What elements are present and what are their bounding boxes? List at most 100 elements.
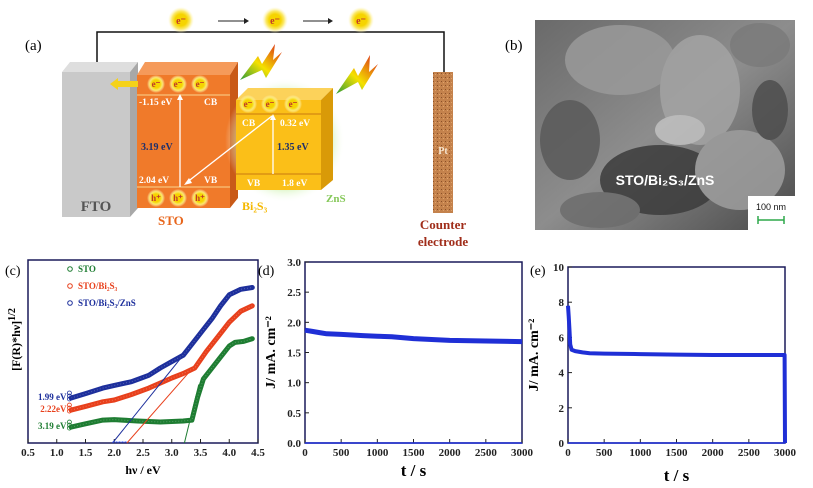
scale-bar — [757, 216, 785, 224]
x-tick-label: 1.0 — [50, 447, 64, 459]
y-tick-label: 8 — [559, 297, 565, 309]
electron-icon — [168, 7, 194, 33]
electron-label: e⁻ — [244, 99, 253, 109]
panel-d-label: (d) — [258, 264, 275, 279]
open-marker — [67, 393, 72, 399]
y-tick-label: 3.0 — [287, 257, 301, 269]
electron-label: e⁻ — [289, 99, 298, 109]
fto-block: FTO — [62, 62, 138, 217]
x-tick-label: 2000 — [702, 447, 725, 459]
open-marker — [67, 405, 72, 411]
electron-label: e⁻ — [196, 79, 205, 89]
legend-label: STO/Bi₂S₃ — [78, 281, 118, 291]
sto-cb-label: CB — [204, 98, 218, 108]
sem-sample-label: STO/Bi₂S₃/ZnS — [616, 172, 715, 188]
sto-bandgap: 3.19 eV — [141, 142, 173, 153]
light-bolt-icon — [336, 55, 378, 94]
x-axis-label: hν / eV — [125, 463, 161, 477]
x-tick-label: 500 — [596, 447, 613, 459]
y-tick-label: 1.5 — [287, 348, 301, 360]
plot-frame — [304, 261, 523, 444]
hole-label: h⁺ — [151, 193, 161, 203]
light-bolt-icon — [240, 44, 282, 80]
electrode-label: electrode — [418, 234, 469, 249]
counter-electrode: Pt Counter electrode — [418, 72, 469, 249]
counter-label: Counter — [420, 217, 466, 232]
y-tick-label: 0.0 — [287, 438, 301, 450]
x-tick-label: 2.0 — [107, 447, 121, 459]
series-curve — [68, 303, 255, 413]
x-tick-label: 1500 — [403, 447, 426, 459]
electron-icon — [169, 75, 187, 93]
electron-icon — [191, 75, 209, 93]
y-tick-label: 2.0 — [287, 317, 301, 329]
y-tick-label: 2 — [559, 403, 565, 415]
electron-label: e⁻ — [152, 79, 161, 89]
transfer-arrow-icon — [184, 178, 192, 185]
bi2s3-zns-block: e⁻ e⁻ e⁻ CB 0.32 eV VB 1.8 eV 1.35 eV Bi… — [184, 78, 346, 213]
injection-arrow-icon — [110, 78, 138, 90]
electron-icon — [348, 7, 374, 33]
scale-bar-box — [748, 196, 795, 230]
scale-bar-label: 100 nm — [756, 202, 786, 212]
open-marker — [67, 422, 72, 428]
hole-icon — [147, 189, 165, 207]
panel-e-label: (e) — [530, 264, 546, 279]
electron-icon — [261, 95, 279, 113]
x-tick-label: 2500 — [738, 447, 761, 459]
x-tick-label: 0.5 — [21, 447, 35, 459]
x-tick-label: 1500 — [666, 447, 689, 459]
x-tick-label: 1000 — [629, 447, 652, 459]
bi-cb-energy: 0.32 eV — [280, 119, 310, 129]
panel-b-sem-image: (b) STO/Bi₂S₃/ZnS 100 nm — [505, 20, 795, 230]
x-tick-label: 1.5 — [79, 447, 93, 459]
electron-label: e⁻ — [266, 99, 275, 109]
panel-c-tauc-plot: (c) 0.5 1.0 1.5 2.0 2.5 3.0 3.5 4.0 4.5 hν / eV [F… — [5, 259, 265, 477]
electron-icon — [239, 95, 257, 113]
y-axis-label: [F(R)*hν]1/2 — [7, 308, 23, 371]
bi-vb-label: VB — [247, 179, 261, 189]
electron-label: e⁻ — [356, 16, 366, 27]
y-tick-label: 1.0 — [287, 378, 301, 390]
arrow-head-icon — [244, 18, 249, 24]
x-tick-label: 0 — [302, 447, 308, 459]
open-marker — [67, 396, 72, 402]
x-tick-label: 2500 — [475, 447, 498, 459]
legend-label: STO — [78, 264, 96, 274]
electron-label: e⁻ — [176, 16, 186, 27]
x-tick-label: 3.5 — [194, 447, 208, 459]
y-axis-label-main: [F(R)*hν] — [9, 321, 23, 371]
electron-label: e⁻ — [270, 16, 280, 27]
hole-icon — [169, 189, 187, 207]
electron-icon — [147, 75, 165, 93]
excitation-arrow-icon — [177, 94, 183, 100]
x-tick-label: 1000 — [366, 447, 389, 459]
y-tick-label: 4 — [559, 368, 565, 380]
panel-d-chronoamperometry: (d) 0 500 1000 1500 2000 2500 3000 0.0 0.5 1.0 1.5… — [258, 257, 534, 480]
legend-marker — [67, 266, 73, 272]
y-tick-label: 10 — [553, 262, 565, 274]
y-axis-label-exponent: 1/2 — [7, 308, 18, 321]
current-density-curve — [566, 305, 787, 444]
y-tick-label: 6 — [559, 332, 565, 344]
panel-e-chronoamperometry: (e) 0 500 1000 1500 2000 2500 3000 0 2 4 6 8 10 t / s… — [527, 262, 797, 485]
hole-label: h⁺ — [195, 193, 205, 203]
sto-block: e⁻ e⁻ e⁻ h⁺ h⁺ h⁺ -1.15 eV CB 2.04 eV VB… — [137, 62, 238, 228]
y-axis-label: J/ mA. cm⁻² — [264, 316, 279, 389]
excitation-arrow-icon — [270, 114, 276, 120]
y-tick-label: 0.5 — [287, 408, 301, 420]
open-marker — [67, 425, 72, 431]
series-marker-texture — [70, 287, 253, 399]
sto-vb-label: VB — [204, 176, 218, 186]
bandgap-label: 2.22eV — [40, 404, 67, 414]
electron-icon — [262, 7, 288, 33]
electron-flow: e⁻ e⁻ e⁻ — [168, 7, 374, 33]
open-marker — [67, 419, 72, 425]
bi-vb-energy: 1.8 eV — [282, 179, 307, 189]
y-tick-label: 0 — [559, 438, 565, 450]
hole-icon — [191, 189, 209, 207]
panel-a-band-diagram: (a) e⁻ e⁻ e⁻ FTO e⁻ e⁻ e — [25, 7, 468, 249]
bi-cb-label: CB — [242, 119, 256, 129]
sto-cb-energy: -1.15 eV — [139, 98, 172, 108]
fto-label: FTO — [81, 199, 112, 215]
